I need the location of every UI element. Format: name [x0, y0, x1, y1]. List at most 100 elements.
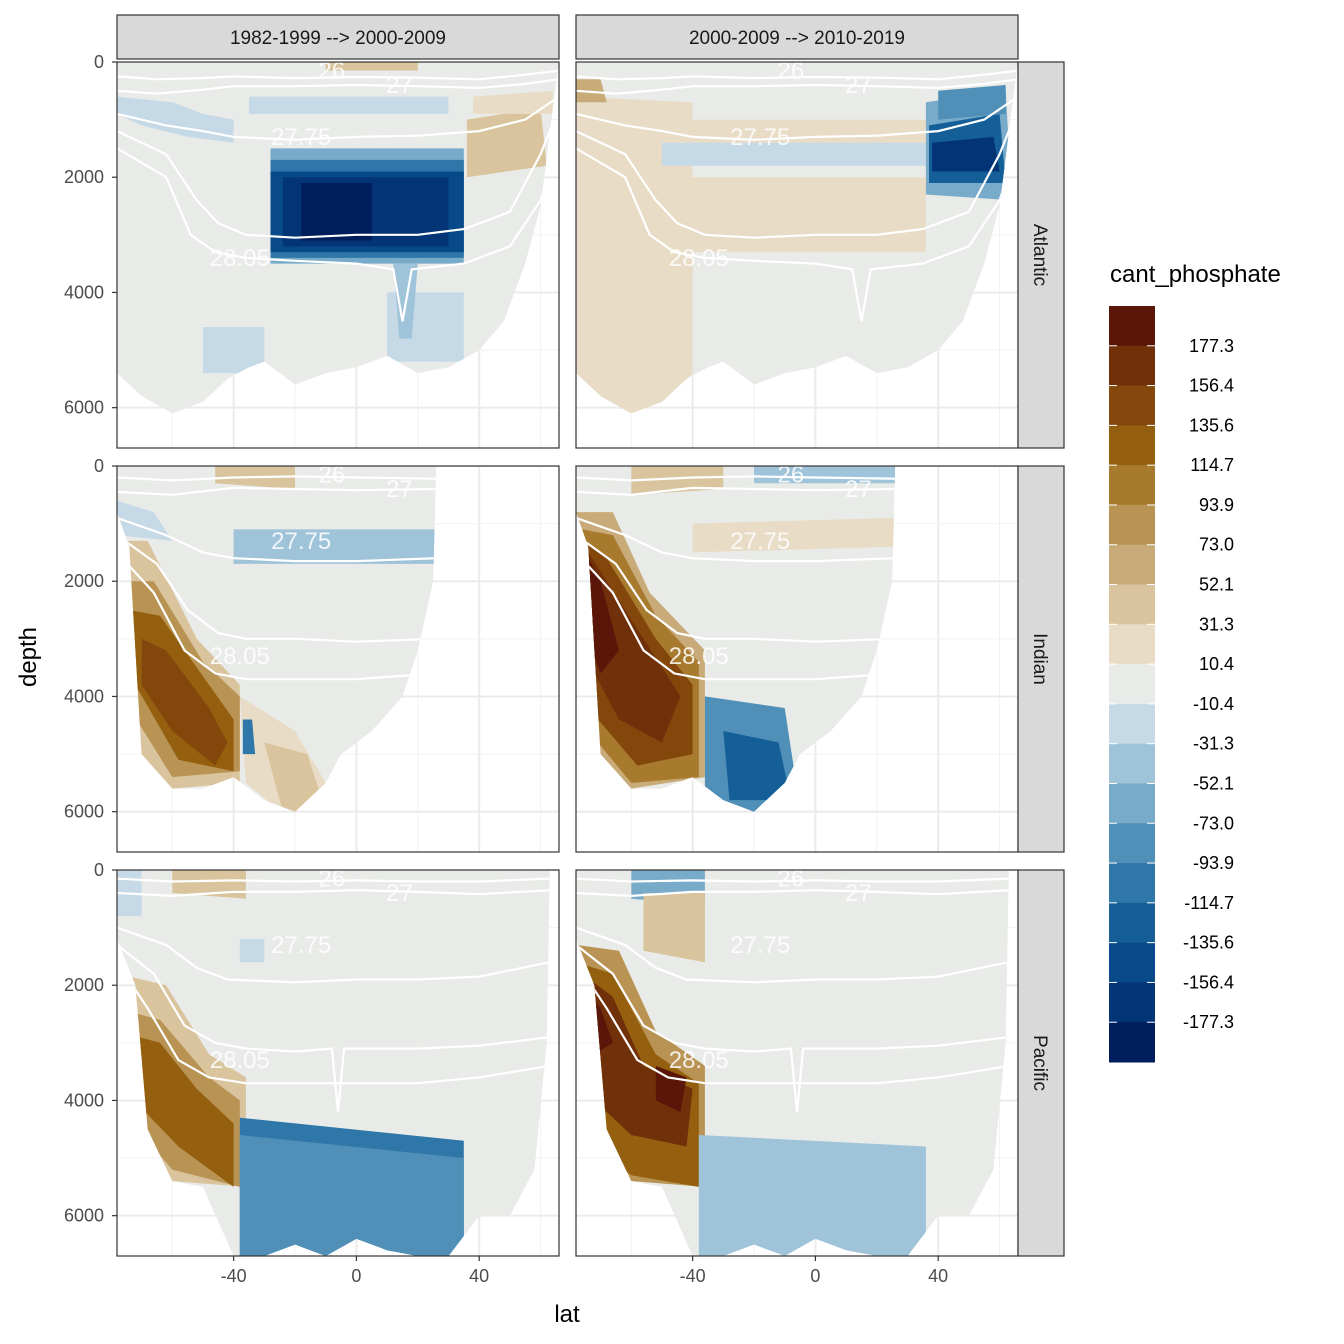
- column-label: 2000-2009 --> 2010-2019: [689, 28, 905, 49]
- isopycnal-label: 27.75: [730, 932, 790, 959]
- anomaly-region: [723, 731, 791, 801]
- legend-label: -114.7: [1184, 893, 1234, 913]
- legend-label: 10.4: [1199, 654, 1234, 674]
- isopycnal-lines: [576, 877, 1009, 1113]
- x-tick-label: 0: [810, 1266, 820, 1286]
- legend-swatch: [1109, 863, 1155, 904]
- anomaly-region: [576, 79, 607, 103]
- panel-border: [116, 869, 560, 1257]
- strip-background: [1017, 465, 1065, 853]
- isopycnal-line: [117, 486, 437, 496]
- row-strip-atlantic: Atlantic: [1017, 61, 1065, 449]
- x-tick-label: 40: [928, 1266, 948, 1286]
- x-axis-ticks-col-1: -40 0 40: [221, 1256, 489, 1286]
- isopycnal-label: 26: [319, 462, 346, 489]
- axes-layer: 1982-1999 --> 2000-2009 2000-2009 --> 201…: [64, 14, 1065, 1286]
- anomaly-region: [576, 96, 693, 414]
- x-axis-title: lat: [554, 1301, 580, 1328]
- isopycnal-lines: [117, 877, 550, 1113]
- isopycnal-line: [117, 78, 559, 95]
- legend-swatch: [1109, 425, 1155, 466]
- isopycnal-line: [117, 926, 550, 984]
- isopycnal-label: 26: [778, 58, 805, 85]
- legend-label: 177.3: [1189, 336, 1234, 356]
- row-strip-pacific: Pacific: [1017, 869, 1065, 1257]
- legend-label: 73.0: [1199, 535, 1234, 555]
- anomaly-region: [473, 90, 553, 114]
- column-strip-1: 1982-1999 --> 2000-2009: [116, 14, 560, 60]
- isopycnal-label: 27.75: [271, 932, 331, 959]
- column-strip-2: 2000-2009 --> 2010-2019: [575, 14, 1019, 60]
- panel-border: [116, 61, 560, 449]
- isopycnal-label: 28.05: [210, 1047, 270, 1074]
- anomaly-region: [117, 500, 173, 541]
- legend-label: 156.4: [1189, 376, 1234, 396]
- anomaly-region: [588, 558, 619, 674]
- isopycnal-label: 27.75: [271, 528, 331, 555]
- y-axis-title: depth: [15, 627, 42, 687]
- anomaly-region: [704, 252, 926, 374]
- isopycnal-line: [576, 551, 896, 681]
- legend-label: 135.6: [1189, 415, 1234, 435]
- column-label: 1982-1999 --> 2000-2009: [230, 28, 446, 49]
- isopycnal-label: 27.75: [730, 124, 790, 151]
- legend-swatch: [1109, 823, 1155, 864]
- anomaly-region: [249, 96, 449, 114]
- anomaly-region: [932, 136, 1000, 172]
- legend-swatch: [1109, 306, 1155, 347]
- anomaly-region: [655, 1065, 687, 1112]
- isopycnal-line: [576, 516, 896, 563]
- isopycnal-label: 27: [845, 72, 872, 99]
- anomaly-region: [242, 719, 256, 755]
- legend-swatch: [1109, 584, 1155, 625]
- isopycnal-label: 26: [319, 866, 346, 893]
- anomaly-region: [754, 466, 896, 484]
- anomaly-region: [202, 327, 265, 374]
- isopycnal-label: 28.05: [669, 245, 729, 272]
- isopycnal-label: 27.75: [730, 528, 790, 555]
- legend-swatch: [1109, 743, 1155, 784]
- legend-label: 93.9: [1199, 495, 1234, 515]
- isopycnal-line: [576, 69, 1018, 81]
- legend-swatch: [1109, 385, 1155, 426]
- legend-label: -52.1: [1193, 773, 1234, 793]
- data-layer: 26 27 27.75 28.05: [576, 466, 896, 812]
- isopycnal-lines: [117, 475, 437, 681]
- anomaly-region: [692, 177, 926, 253]
- legend-label: 52.1: [1199, 575, 1234, 595]
- x-tick-label: 40: [469, 1266, 489, 1286]
- isopycnal-line: [576, 926, 1009, 984]
- data-layer: 26 27 27.75 28.05: [117, 62, 559, 414]
- row-label: Indian: [1029, 633, 1050, 685]
- isopycnal-line: [576, 877, 1009, 883]
- strip-background: [575, 14, 1019, 60]
- legend-swatch: [1109, 504, 1155, 546]
- anomaly-region: [698, 1135, 926, 1256]
- legend-title: cant_phosphate: [1110, 261, 1281, 288]
- isopycnal-label: 26: [778, 866, 805, 893]
- y-tick-label: 2000: [64, 571, 104, 591]
- isopycnal-line: [576, 78, 1018, 95]
- y-axis-ticks-row-1: 0 2000 4000 6000: [64, 52, 117, 418]
- isopycnal-label: 27: [845, 880, 872, 907]
- isopycnal-label: 27: [386, 476, 413, 503]
- panels-layer: 26 27 27.75 28.05 26 27 27.75 28.05 26 27 27.75 28.…: [116, 58, 1019, 1257]
- x-tick-label: 0: [351, 1266, 361, 1286]
- isopycnal-line: [576, 475, 896, 482]
- anomaly-region: [466, 108, 547, 178]
- panel-indian-1: 26 27 27.75 28.05: [116, 462, 560, 853]
- anomaly-region: [692, 517, 896, 553]
- row-strip-indian: Indian: [1017, 465, 1065, 853]
- x-tick-label: -40: [680, 1266, 706, 1286]
- isopycnal-label: 28.05: [210, 643, 270, 670]
- legend-swatch: [1109, 465, 1155, 506]
- legend-swatch: [1109, 1022, 1155, 1063]
- isopycnal-line: [117, 475, 437, 482]
- isopycnal-label: 27: [386, 880, 413, 907]
- legend-label: -10.4: [1193, 694, 1234, 714]
- isopycnal-line: [117, 889, 550, 898]
- isopycnal-label: 27: [386, 72, 413, 99]
- y-axis-ticks-row-2: 0 2000 4000 6000: [64, 456, 117, 822]
- y-tick-label: 0: [94, 456, 104, 476]
- isopycnal-line: [576, 142, 1018, 322]
